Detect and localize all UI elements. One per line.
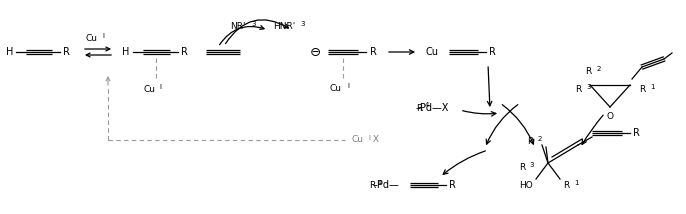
Text: NR': NR' bbox=[230, 21, 246, 31]
Text: 1: 1 bbox=[573, 180, 578, 186]
Text: H: H bbox=[6, 47, 14, 57]
Text: Cu: Cu bbox=[425, 47, 438, 57]
Text: 1: 1 bbox=[650, 84, 654, 90]
Text: ⊖: ⊖ bbox=[309, 46, 320, 58]
Text: 3: 3 bbox=[587, 84, 591, 90]
Text: R: R bbox=[563, 180, 569, 190]
Text: R: R bbox=[449, 180, 456, 190]
Text: 3: 3 bbox=[530, 162, 534, 168]
Text: Cu: Cu bbox=[85, 34, 97, 43]
Text: 3: 3 bbox=[252, 21, 257, 27]
Text: I: I bbox=[102, 33, 104, 39]
Text: R: R bbox=[585, 67, 591, 76]
Text: I: I bbox=[347, 83, 349, 89]
Text: R: R bbox=[62, 47, 69, 57]
Text: R: R bbox=[180, 47, 187, 57]
Text: R: R bbox=[632, 128, 639, 138]
Text: R: R bbox=[370, 47, 377, 57]
Text: I: I bbox=[368, 135, 370, 141]
Text: H: H bbox=[122, 47, 130, 57]
Text: O: O bbox=[606, 111, 613, 120]
Text: Cu: Cu bbox=[352, 135, 364, 144]
Text: 2: 2 bbox=[538, 136, 542, 142]
Text: –Pd—: –Pd— bbox=[372, 180, 399, 190]
Text: I: I bbox=[159, 84, 161, 90]
Text: R: R bbox=[416, 104, 422, 113]
Text: HNR': HNR' bbox=[273, 21, 295, 31]
Text: R: R bbox=[639, 85, 645, 94]
Text: 4: 4 bbox=[378, 180, 382, 186]
Text: 3: 3 bbox=[300, 21, 305, 27]
Text: Cu: Cu bbox=[143, 85, 155, 94]
Text: R: R bbox=[527, 137, 533, 146]
Text: R: R bbox=[488, 47, 495, 57]
Text: 2: 2 bbox=[597, 66, 601, 72]
Text: R: R bbox=[519, 162, 525, 171]
Text: HO: HO bbox=[519, 180, 533, 190]
Text: R: R bbox=[575, 85, 581, 94]
Text: R: R bbox=[369, 180, 375, 190]
Text: Cu: Cu bbox=[330, 83, 342, 92]
Text: X: X bbox=[370, 135, 379, 144]
Text: –Pd—X: –Pd—X bbox=[415, 103, 449, 113]
Text: 4: 4 bbox=[425, 102, 429, 108]
